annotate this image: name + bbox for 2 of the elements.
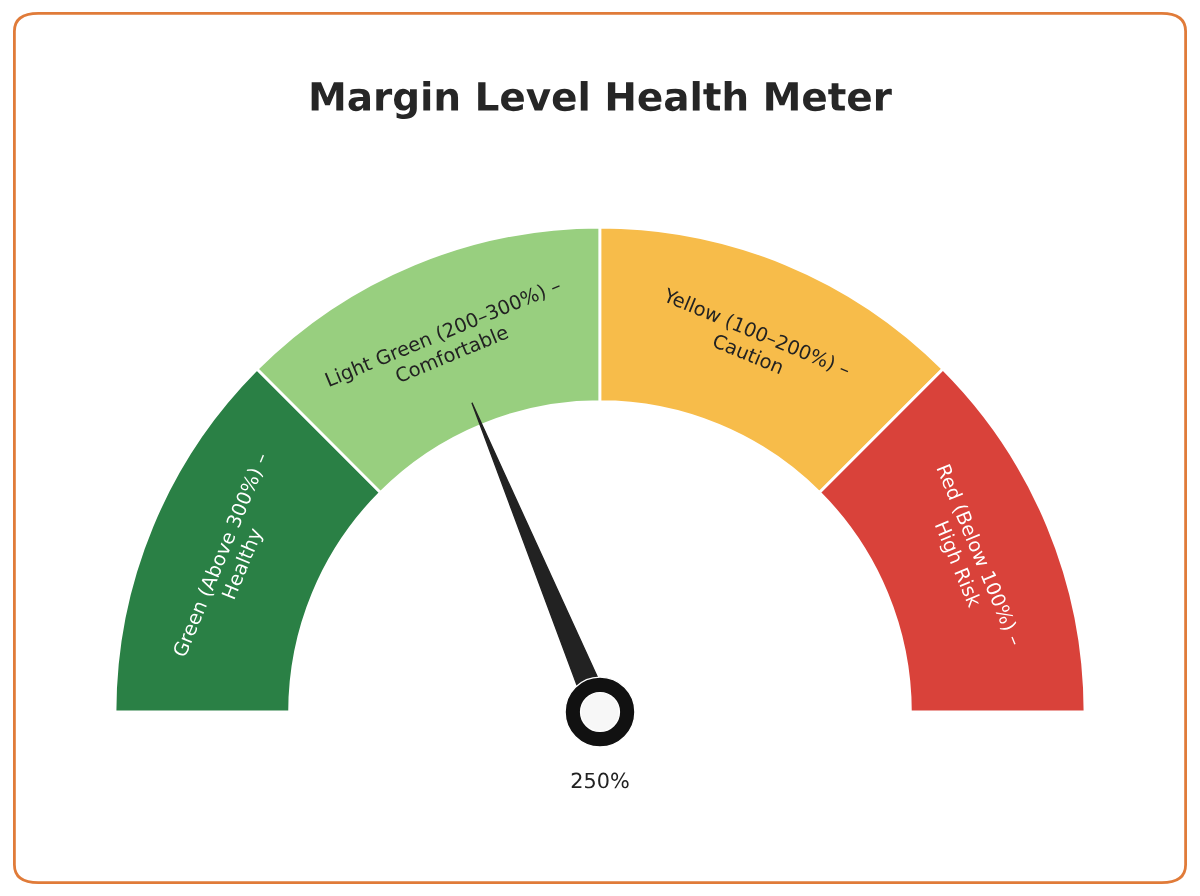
text: 250% [571, 772, 629, 789]
chart-title: Margin Level Health Meter [311, 81, 892, 119]
